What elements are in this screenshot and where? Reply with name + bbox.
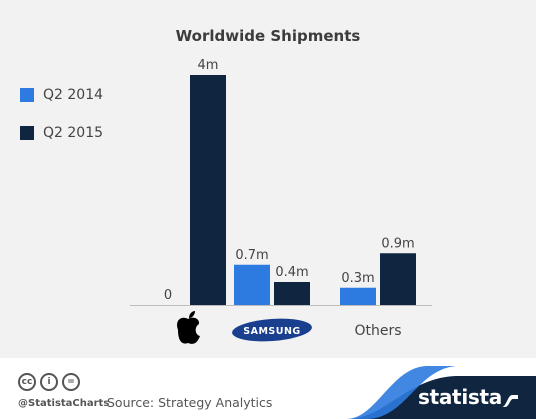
- brand-logo-text[interactable]: statista: [418, 385, 502, 409]
- legend-swatch-q2-2015: [20, 126, 34, 140]
- legend-label-q2-2014: Q2 2014: [43, 87, 104, 103]
- by-icon: i: [40, 373, 58, 391]
- data-label-apple-q2-2015: 4m: [198, 58, 219, 73]
- legend: Q2 2014 Q2 2015: [20, 76, 103, 152]
- cc-icon: cc: [18, 373, 36, 391]
- bar-others-q2-2014: [340, 287, 376, 305]
- data-label-samsung-q2-2015: 0.4m: [275, 265, 308, 280]
- data-label-others-q2-2015: 0.9m: [381, 236, 414, 251]
- data-label-others-q2-2014: 0.3m: [341, 271, 374, 286]
- category-label-samsung: SAMSUNG: [243, 326, 300, 337]
- license-icons: cc i =: [18, 373, 80, 391]
- bar-apple-q2-2015: [190, 75, 226, 305]
- chart-title: Worldwide Shipments: [175, 27, 361, 45]
- footer: cc i = @StatistaCharts Source: Strategy …: [0, 358, 536, 419]
- apple-logo-icon: [177, 311, 200, 344]
- bar-samsung-q2-2014: [234, 264, 270, 305]
- category-label-others: Others: [354, 323, 401, 339]
- legend-label-q2-2015: Q2 2015: [43, 125, 104, 141]
- data-label-samsung-q2-2014: 0.7m: [235, 248, 268, 263]
- nd-icon: =: [62, 373, 80, 391]
- bar-samsung-q2-2015: [274, 282, 310, 305]
- legend-item-q2-2014: Q2 2014: [20, 76, 103, 114]
- bar-others-q2-2015: [380, 253, 416, 305]
- brand-wave-background: [346, 366, 536, 419]
- samsung-logo-icon: [232, 318, 312, 342]
- source-text: Source: Strategy Analytics: [107, 395, 273, 410]
- legend-swatch-q2-2014: [20, 88, 34, 102]
- legend-item-q2-2015: Q2 2015: [20, 114, 103, 152]
- bar-chart: 0 4m 0.7m 0.4m SAMSUNG 0.3m 0.9m Others: [130, 58, 432, 344]
- statista-mark-icon: [502, 395, 518, 407]
- social-handle[interactable]: @StatistaCharts: [18, 398, 110, 409]
- data-label-apple-q2-2014: 0: [164, 288, 172, 303]
